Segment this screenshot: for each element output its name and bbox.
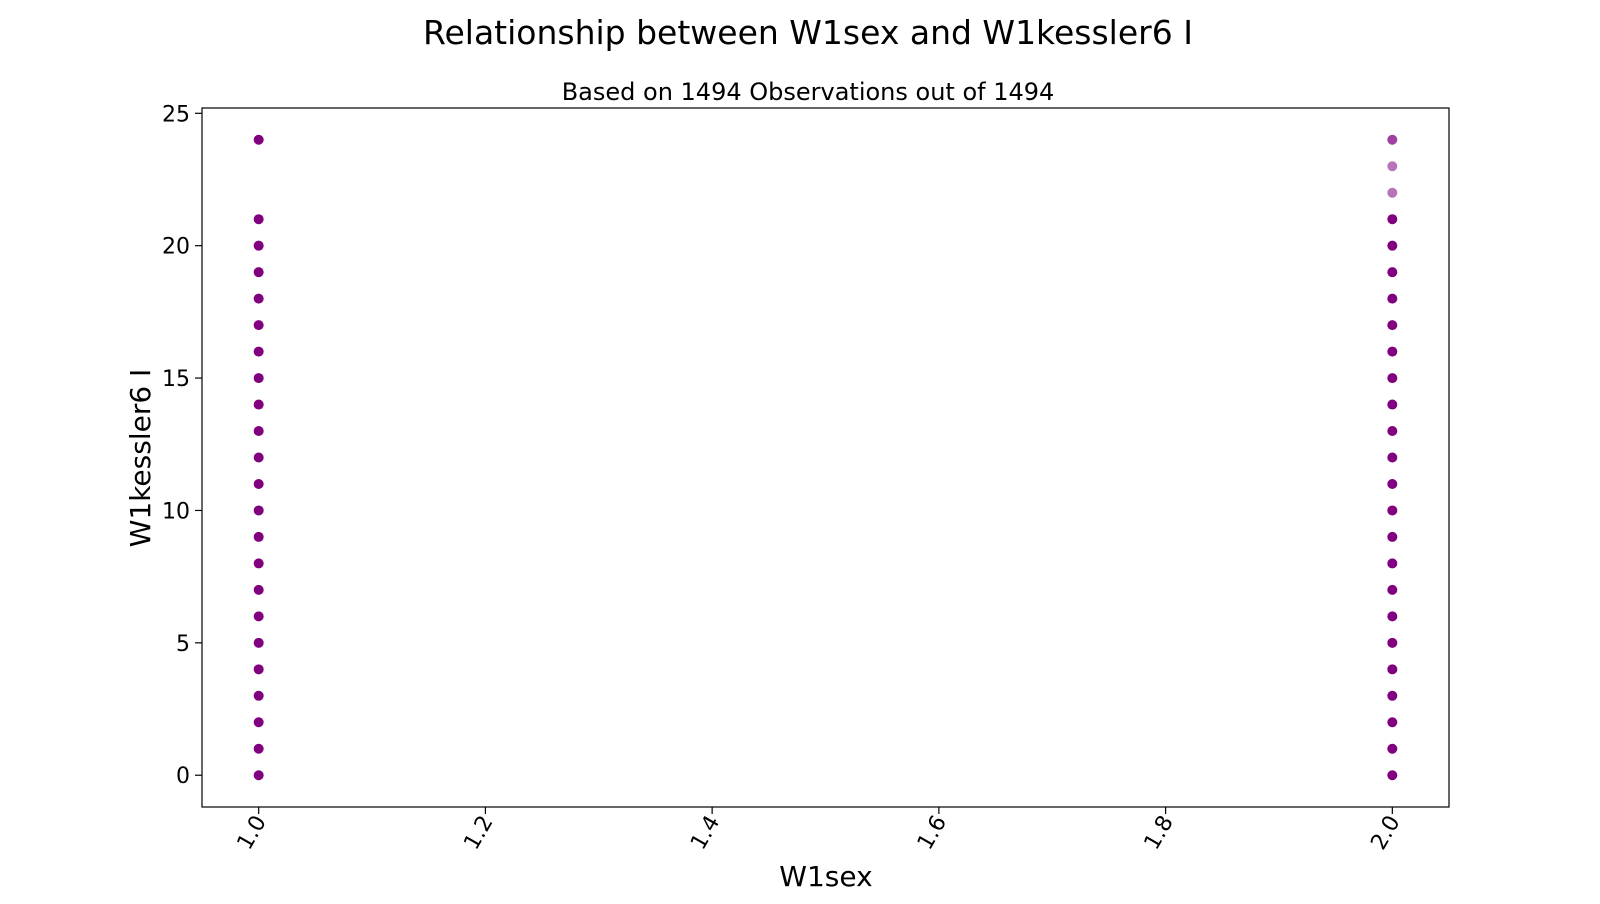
data-point	[1387, 452, 1398, 463]
data-point	[1387, 743, 1398, 754]
y-tick-label: 10	[162, 499, 190, 524]
chart-title: Relationship between W1sex and W1kessler…	[423, 13, 1193, 52]
data-point	[1387, 399, 1398, 410]
data-point	[1387, 320, 1398, 331]
data-point	[253, 505, 264, 516]
data-point	[253, 214, 264, 225]
data-point	[1387, 134, 1398, 145]
data-point	[1387, 426, 1398, 437]
x-axis-label: W1sex	[779, 860, 872, 893]
data-point	[253, 531, 264, 542]
data-point	[253, 664, 264, 675]
data-point	[1387, 478, 1398, 489]
data-point	[1387, 637, 1398, 648]
data-point	[1387, 267, 1398, 278]
data-point	[253, 426, 264, 437]
data-point	[1387, 611, 1398, 622]
data-point	[253, 743, 264, 754]
y-tick-label: 5	[176, 632, 190, 657]
data-point	[1387, 240, 1398, 251]
x-tick-label: 1.8	[1140, 812, 1179, 855]
data-point	[253, 584, 264, 595]
data-point	[1387, 373, 1398, 384]
data-point	[253, 346, 264, 357]
data-point	[253, 320, 264, 331]
data-point	[253, 134, 264, 145]
x-axis-ticks: 1.0 1.2 1.4 1.6 1.8 2.0	[233, 807, 1406, 854]
data-point	[253, 717, 264, 728]
data-point	[1387, 770, 1398, 781]
x-tick-label: 1.2	[459, 812, 498, 855]
x-tick-label: 2.0	[1366, 812, 1405, 855]
data-point	[253, 637, 264, 648]
data-point	[1387, 505, 1398, 516]
data-point	[1387, 664, 1398, 675]
data-point	[253, 293, 264, 304]
chart-subtitle: Based on 1494 Observations out of 1494	[562, 78, 1055, 106]
data-point	[1387, 187, 1398, 198]
plot-area-frame	[201, 107, 1450, 808]
data-point	[1387, 531, 1398, 542]
data-point	[253, 611, 264, 622]
y-axis-label: W1kessler6 I	[124, 369, 157, 548]
data-point	[1387, 558, 1398, 569]
data-point	[1387, 584, 1398, 595]
data-point	[253, 690, 264, 701]
data-point	[1387, 293, 1398, 304]
data-point	[253, 478, 264, 489]
data-point	[253, 373, 264, 384]
x-tick-label: 1.4	[686, 812, 725, 855]
y-tick-label: 25	[162, 102, 190, 127]
data-point	[253, 399, 264, 410]
data-point	[1387, 214, 1398, 225]
y-tick-label: 20	[162, 235, 190, 260]
y-tick-label: 15	[162, 367, 190, 392]
data-point	[253, 770, 264, 781]
data-point	[1387, 717, 1398, 728]
data-point	[1387, 161, 1398, 172]
data-point	[253, 240, 264, 251]
data-point	[253, 558, 264, 569]
data-points	[253, 134, 1398, 781]
data-point	[253, 267, 264, 278]
data-point	[1387, 690, 1398, 701]
y-axis-ticks: 0 5 10 15 20 25	[162, 102, 202, 789]
y-tick-label: 0	[176, 764, 190, 789]
data-point	[1387, 346, 1398, 357]
data-point	[253, 452, 264, 463]
x-tick-label: 1.6	[913, 812, 952, 855]
x-tick-label: 1.0	[233, 812, 272, 855]
